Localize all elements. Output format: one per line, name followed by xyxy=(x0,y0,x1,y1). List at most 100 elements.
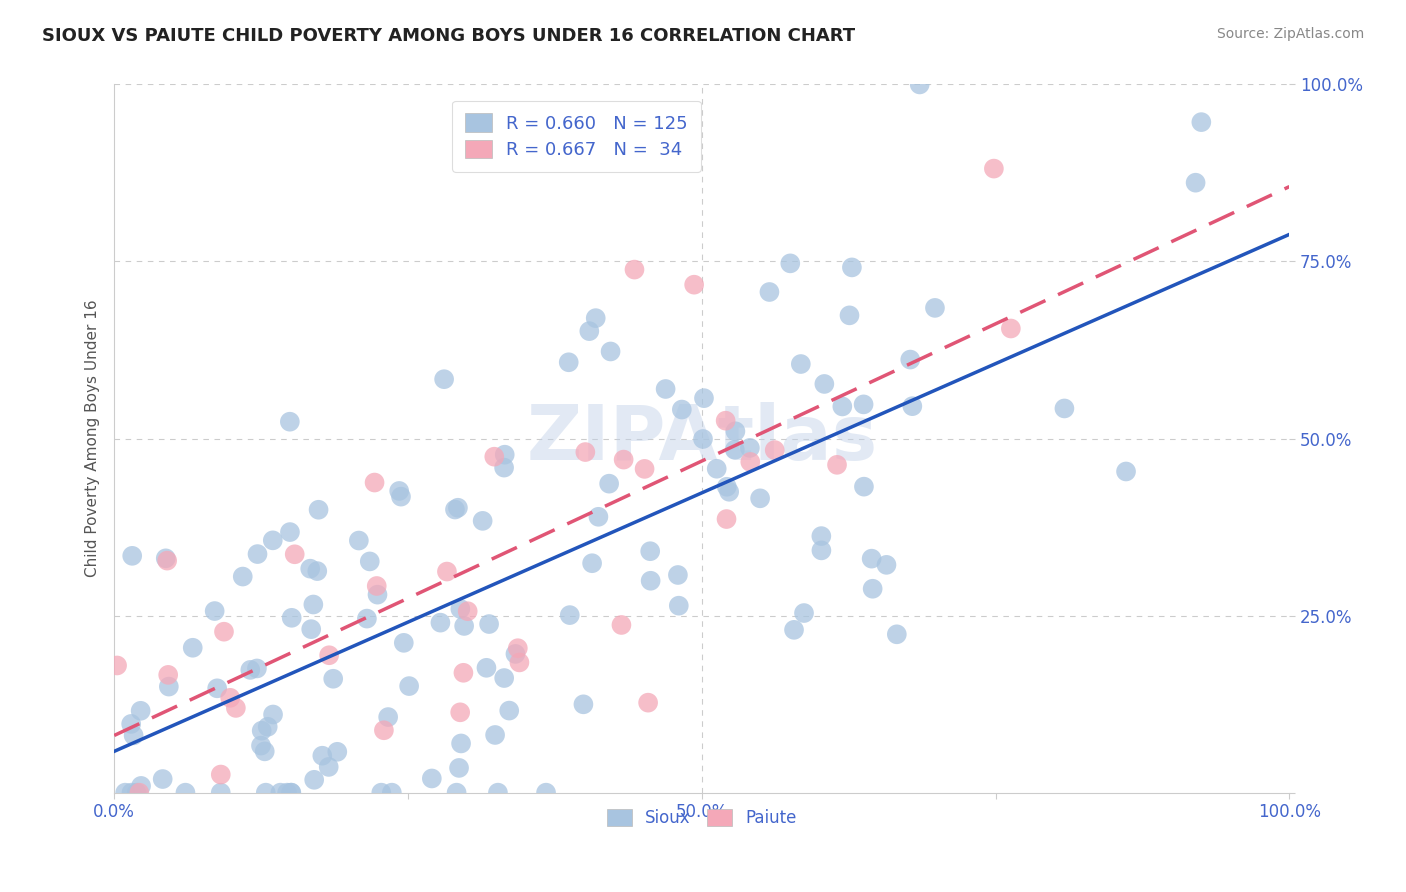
Point xyxy=(724,424,747,438)
Point xyxy=(181,640,204,655)
Point xyxy=(398,679,420,693)
Point xyxy=(250,739,273,753)
Point xyxy=(250,723,273,738)
Point xyxy=(558,608,581,623)
Point xyxy=(311,748,333,763)
Point xyxy=(307,564,329,578)
Point xyxy=(831,400,853,414)
Point xyxy=(155,551,177,566)
Point xyxy=(433,372,456,386)
Point xyxy=(876,558,898,572)
Point xyxy=(534,786,557,800)
Point xyxy=(449,706,471,720)
Point xyxy=(1184,176,1206,190)
Point xyxy=(299,562,322,576)
Point xyxy=(449,602,471,616)
Point xyxy=(262,707,284,722)
Point xyxy=(841,260,863,275)
Point xyxy=(633,462,655,476)
Point xyxy=(810,529,832,543)
Point xyxy=(373,723,395,738)
Point xyxy=(825,458,848,472)
Point xyxy=(209,786,232,800)
Point xyxy=(1000,321,1022,335)
Point xyxy=(599,344,621,359)
Point xyxy=(494,460,516,475)
Point xyxy=(494,671,516,685)
Point xyxy=(388,483,411,498)
Point xyxy=(598,476,620,491)
Point xyxy=(453,665,475,680)
Point xyxy=(278,525,301,540)
Point xyxy=(638,544,661,558)
Point xyxy=(204,604,226,618)
Point xyxy=(852,480,875,494)
Point xyxy=(738,441,761,455)
Point xyxy=(924,301,946,315)
Point xyxy=(486,786,509,800)
Point xyxy=(718,484,741,499)
Point xyxy=(420,772,443,786)
Point xyxy=(706,461,728,475)
Point xyxy=(120,786,142,800)
Point xyxy=(838,309,860,323)
Point xyxy=(392,636,415,650)
Point xyxy=(637,696,659,710)
Point xyxy=(588,509,610,524)
Point xyxy=(1053,401,1076,416)
Point xyxy=(506,641,529,656)
Point xyxy=(810,543,832,558)
Point xyxy=(908,78,931,92)
Point xyxy=(232,569,254,583)
Point xyxy=(280,611,302,625)
Point xyxy=(356,611,378,625)
Point xyxy=(671,402,693,417)
Point xyxy=(429,615,451,630)
Point xyxy=(453,619,475,633)
Point xyxy=(370,786,392,800)
Point xyxy=(654,382,676,396)
Y-axis label: Child Poverty Among Boys Under 16: Child Poverty Among Boys Under 16 xyxy=(86,300,100,577)
Text: ZIPAtlas: ZIPAtlas xyxy=(526,401,877,475)
Point xyxy=(280,786,302,800)
Point xyxy=(613,452,636,467)
Point xyxy=(666,568,689,582)
Point xyxy=(128,786,150,800)
Point xyxy=(508,656,530,670)
Point xyxy=(557,355,579,369)
Text: Source: ZipAtlas.com: Source: ZipAtlas.com xyxy=(1216,27,1364,41)
Point xyxy=(157,668,180,682)
Point xyxy=(318,760,340,774)
Point xyxy=(114,786,136,800)
Point xyxy=(129,704,152,718)
Point xyxy=(436,565,458,579)
Point xyxy=(212,624,235,639)
Point xyxy=(174,786,197,800)
Point xyxy=(129,779,152,793)
Point xyxy=(623,262,645,277)
Point xyxy=(498,704,520,718)
Point xyxy=(253,744,276,758)
Point xyxy=(471,514,494,528)
Point xyxy=(724,442,747,457)
Point xyxy=(446,786,468,800)
Point xyxy=(668,599,690,613)
Point xyxy=(377,710,399,724)
Point xyxy=(852,397,875,411)
Point xyxy=(157,680,180,694)
Point xyxy=(716,480,738,494)
Point xyxy=(693,391,716,405)
Point xyxy=(572,698,595,712)
Point xyxy=(1189,115,1212,129)
Point xyxy=(505,647,527,661)
Point xyxy=(610,618,633,632)
Point xyxy=(581,556,603,570)
Point xyxy=(494,448,516,462)
Point xyxy=(457,604,479,618)
Point xyxy=(284,547,307,561)
Point xyxy=(578,324,600,338)
Point xyxy=(389,490,412,504)
Point xyxy=(152,772,174,786)
Point xyxy=(246,661,269,675)
Point xyxy=(381,786,404,800)
